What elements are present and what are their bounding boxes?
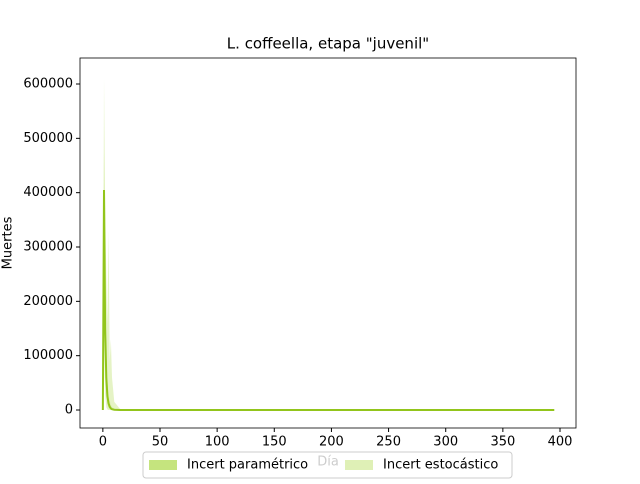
y-tick-label: 200000	[23, 294, 73, 309]
chart-title: L. coffeella, etapa "juvenil"	[227, 35, 429, 53]
y-tick-label: 300000	[23, 240, 73, 255]
y-tick-label: 0	[65, 403, 73, 418]
legend-swatch	[149, 460, 177, 470]
y-axis-label: Muertes	[1, 216, 16, 269]
uncertainty-band	[102, 149, 555, 411]
y-tick-label: 400000	[23, 185, 73, 200]
uncertainty-band	[102, 78, 555, 411]
legend-swatch	[345, 460, 373, 470]
x-tick-label: 400	[548, 435, 573, 450]
x-tick-label: 100	[205, 435, 230, 450]
y-tick-label: 600000	[23, 76, 73, 91]
x-tick-label: 250	[376, 435, 401, 450]
x-tick-label: 0	[99, 435, 107, 450]
y-tick-label: 100000	[23, 348, 73, 363]
y-tick-label: 500000	[23, 131, 73, 146]
x-tick-label: 50	[152, 435, 169, 450]
x-tick-label: 300	[433, 435, 458, 450]
legend-label: Incert estocástico	[383, 458, 498, 473]
x-tick-label: 350	[490, 435, 515, 450]
x-tick-label: 200	[319, 435, 344, 450]
x-tick-label: 150	[262, 435, 287, 450]
legend-label: Incert paramétrico	[187, 458, 308, 473]
legend-box	[142, 451, 513, 479]
plot-frame	[79, 57, 577, 429]
median-line	[101, 189, 555, 412]
